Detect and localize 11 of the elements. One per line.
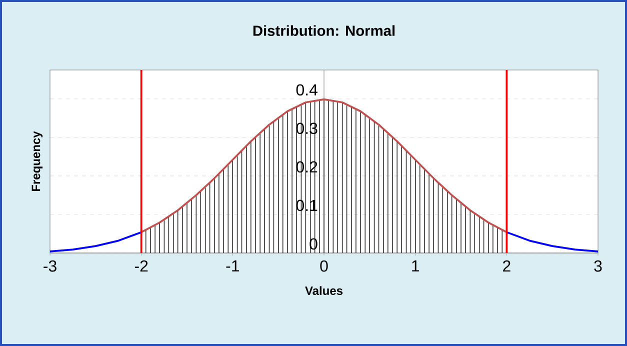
x-tick-label: 3 (594, 260, 602, 272)
x-tick-label: -2 (134, 260, 148, 272)
x-tick-label: -3 (44, 260, 56, 272)
y-axis-title: Frequency (32, 131, 43, 192)
x-axis-title: Values (305, 286, 343, 296)
x-tick-label: 0 (320, 260, 328, 272)
y-tick-label: 0.4 (296, 84, 318, 96)
x-tick-label: 2 (503, 260, 510, 272)
x-tick-label: -1 (226, 260, 239, 272)
x-tick-label: 1 (412, 260, 420, 272)
chart-title: Distribution: Normal (253, 25, 395, 36)
